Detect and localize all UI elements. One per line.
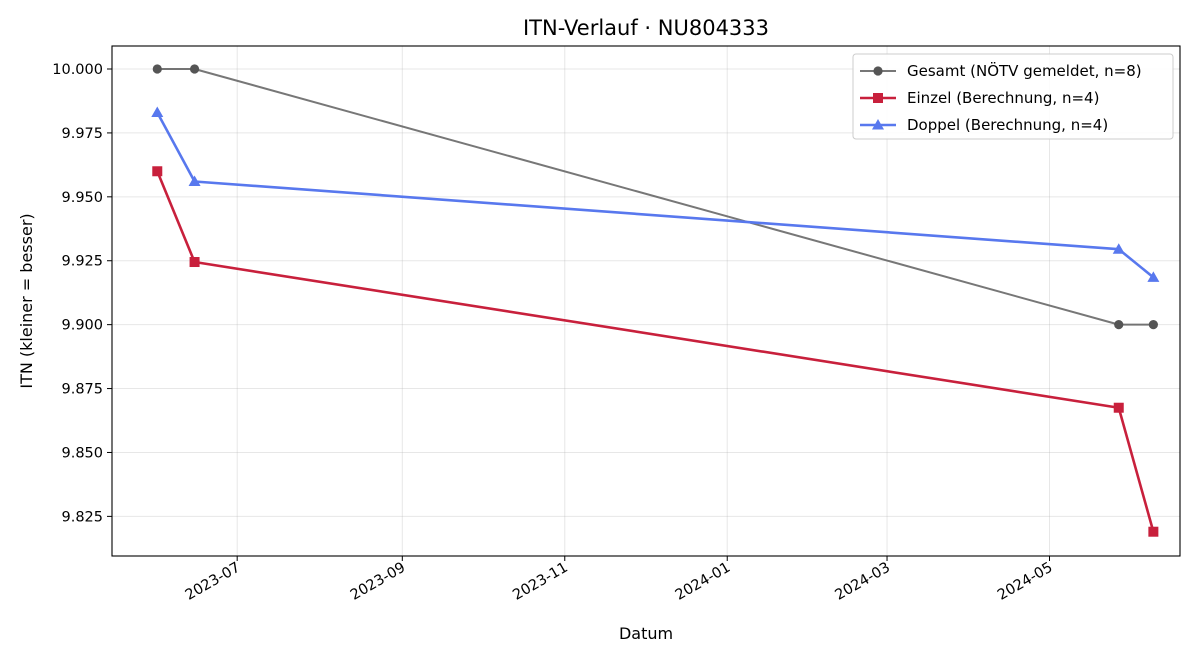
data-point-doppel [1147,271,1160,282]
legend-label-gesamt: Gesamt (NÖTV gemeldet, n=8) [907,61,1142,80]
series-einzel [152,166,1159,537]
data-point-doppel [1112,243,1125,254]
data-point-einzel [1148,526,1159,537]
legend: Gesamt (NÖTV gemeldet, n=8) Einzel (Berec… [852,53,1174,140]
y-tick-label: 9.825 [61,509,103,525]
data-point-gesamt [189,64,200,74]
series-line-gesamt [157,68,1154,326]
y-tick-label: 9.875 [61,382,103,398]
plot-frame [111,45,1181,557]
grid-layer [112,46,1180,556]
data-point-einzel [1113,402,1124,413]
y-tick-label: 9.975 [61,126,103,142]
series-line-einzel [156,170,1155,533]
legend-label-einzel: Einzel (Berechnung, n=4) [907,89,1099,107]
data-point-einzel [189,257,200,268]
y-tick-label: 9.925 [61,254,103,270]
x-axis: 2023-07 2023-09 2023-11 2024-01 2024-03 2024-… [183,556,1055,604]
data-point-gesamt [152,64,162,74]
x-axis-label: Datum [619,624,673,643]
y-tick-label: 10.000 [52,62,103,78]
x-tick-label: 2023-07 [183,560,243,604]
data-point-doppel [151,106,164,117]
data-point-doppel [188,175,201,186]
data-point-gesamt [1114,320,1124,330]
x-tick-label: 2024-03 [833,560,893,604]
y-tick-label: 9.850 [61,445,103,461]
legend-marker-gesamt [873,66,883,76]
y-axis: 9.825 9.850 9.875 9.900 9.925 9.950 9.975 10.00… [52,62,112,525]
y-tick-label: 9.950 [61,190,103,206]
series-gesamt [152,64,1158,330]
x-tick-label: 2024-01 [673,560,733,604]
legend-box [852,53,1174,140]
x-tick-label: 2023-11 [510,560,570,604]
data-point-einzel [152,166,163,177]
x-tick-label: 2023-09 [348,560,408,604]
y-tick-label: 9.900 [61,318,103,334]
data-point-gesamt [1148,320,1158,330]
chart-title: ITN-Verlauf · NU804333 [523,16,769,40]
series-doppel [151,106,1160,282]
legend-marker-einzel [873,93,883,103]
legend-label-doppel: Doppel (Berechnung, n=4) [907,116,1108,134]
legend-marker-doppel [872,119,884,130]
x-tick-label: 2024-05 [995,560,1055,604]
series-line-doppel [156,111,1155,279]
y-axis-label: ITN (kleiner = besser) [17,213,36,388]
series-layer [151,64,1160,537]
